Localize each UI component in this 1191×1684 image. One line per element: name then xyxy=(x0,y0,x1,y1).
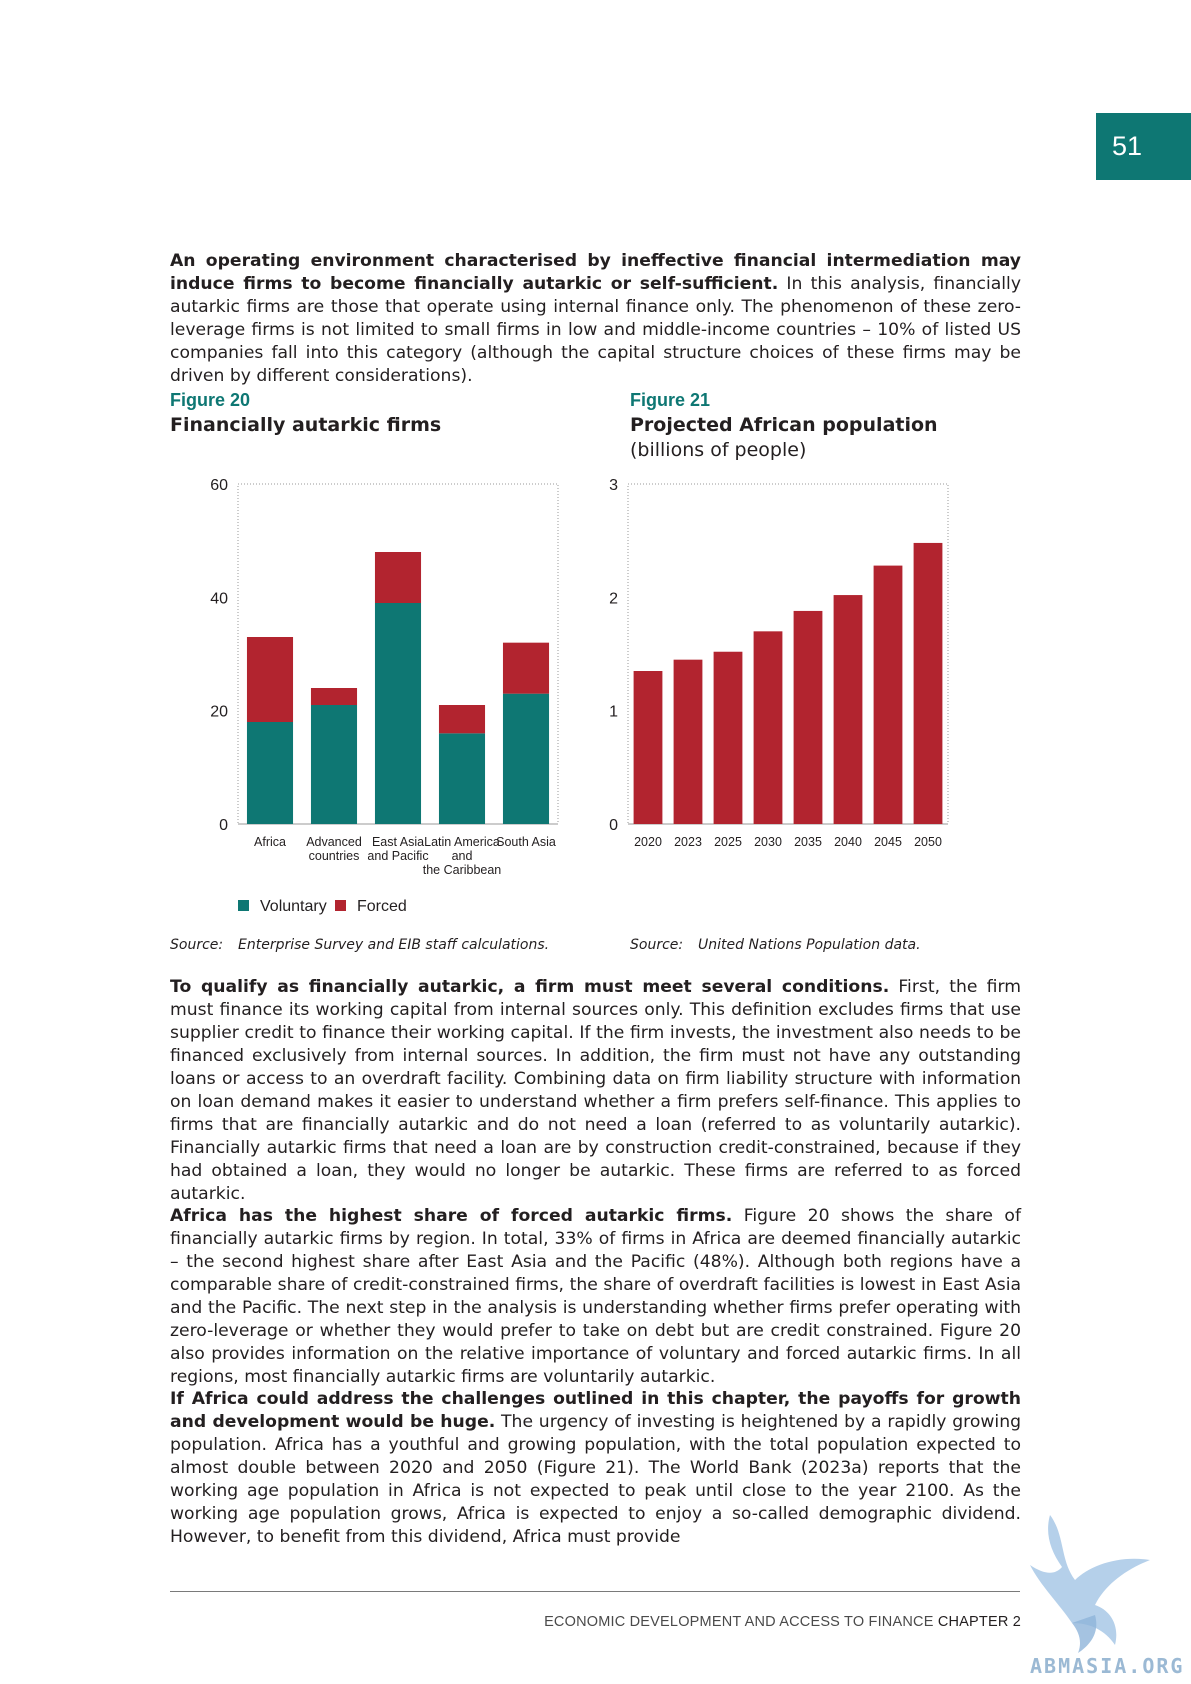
figure20-x-tick-label: Latin America xyxy=(424,835,500,849)
figure21-bar xyxy=(873,565,903,824)
figure20-y-tick-label: 40 xyxy=(210,590,228,607)
figure21-y-tick-label: 3 xyxy=(609,477,618,494)
para4-lead: If Africa could address the challenges o… xyxy=(170,1389,1021,1432)
figure21-bar xyxy=(753,631,783,824)
figure20-x-tick-label: South Asia xyxy=(496,835,556,849)
figure20-x-tick-label: Advanced xyxy=(306,835,362,849)
intro-paragraph: An operating environment characterised b… xyxy=(170,250,1021,388)
footer-section: ECONOMIC DEVELOPMENT AND ACCESS TO FINAN… xyxy=(544,1614,934,1630)
figure21-subtitle: (billions of people) xyxy=(630,439,807,461)
figure21-source: Source: United Nations Population data. xyxy=(630,937,921,953)
figure20-source-text: Enterprise Survey and EIB staff calculat… xyxy=(238,937,550,953)
figure21-bar xyxy=(793,610,823,824)
figure21-bar xyxy=(913,542,943,824)
figure20-bar-voluntary xyxy=(438,733,486,824)
figure20-bar-forced xyxy=(438,705,486,734)
figure21-bar xyxy=(633,671,663,824)
bird-logo-icon xyxy=(1030,1515,1150,1653)
figure20-x-tick-label: Africa xyxy=(254,835,286,849)
figure20-x-tick-label: East Asia xyxy=(372,835,424,849)
figure21-x-tick-label: 2020 xyxy=(634,835,662,849)
paragraph-payoffs: If Africa could address the challenges o… xyxy=(170,1388,1021,1549)
figure20-x-tick-label: the Caribbean xyxy=(423,863,502,877)
figure20-y-tick-label: 20 xyxy=(210,704,228,721)
figure21-bar xyxy=(713,651,743,824)
figure21-x-tick-label: 2025 xyxy=(714,835,742,849)
figure21-number: Figure 21 xyxy=(630,390,711,410)
figure21-x-tick-label: 2023 xyxy=(674,835,702,849)
figure20-legend-swatch xyxy=(335,900,346,911)
figure20-bar-forced xyxy=(310,688,358,705)
figure21-x-tick-label: 2040 xyxy=(834,835,862,849)
page-number-tab: 51 xyxy=(1096,113,1191,180)
figure20-source-label: Source: xyxy=(170,937,224,953)
para3-lead: Africa has the highest share of forced a… xyxy=(170,1206,733,1226)
figure21-source-text: United Nations Population data. xyxy=(698,937,921,953)
figure21-x-tick-label: 2045 xyxy=(874,835,902,849)
figure20-bar-voluntary xyxy=(310,705,358,824)
para2-lead: To qualify as financially autarkic, a fi… xyxy=(170,977,890,997)
figure21-x-tick-label: 2030 xyxy=(754,835,782,849)
figure21-chart: 0 1 2 3 2020 2023 2025 2030 2035 2040 2045 2050 xyxy=(609,477,949,849)
intro-body: In this analysis, financially autarkic f… xyxy=(170,274,1021,386)
intro-lead: An operating environment characterised b… xyxy=(170,251,1021,294)
page-number: 51 xyxy=(1112,131,1143,161)
figure20-bar-voluntary xyxy=(246,722,294,824)
figure20-y-tick-label: 0 xyxy=(219,817,228,834)
figure21-x-tick-label: 2035 xyxy=(794,835,822,849)
paragraph-africa-share: Africa has the highest share of forced a… xyxy=(170,1205,1021,1389)
figure20-legend-label: Forced xyxy=(357,898,407,915)
figure21-y-tick-label: 2 xyxy=(609,590,618,607)
figure20-legend-label: Voluntary xyxy=(260,898,327,915)
figure20-bar-forced xyxy=(246,637,294,722)
paragraph-forced-conditions: To qualify as financially autarkic, a fi… xyxy=(170,976,1021,1206)
footer-divider xyxy=(170,1591,1020,1592)
para3-body: Figure 20 shows the share of financially… xyxy=(170,1206,1021,1387)
figure20-bar-forced xyxy=(502,642,550,694)
figure21-y-tick-label: 1 xyxy=(609,704,618,721)
para2-body: First, the firm must finance its working… xyxy=(170,977,1021,1204)
figure20-bar-forced xyxy=(374,552,422,603)
para4-body: The urgency of investing is heightened b… xyxy=(170,1412,1022,1547)
watermark-text: ABMASIA.ORG xyxy=(1030,1654,1185,1678)
figure21-bar xyxy=(833,595,863,824)
figure21-bar xyxy=(673,659,703,824)
figure21-title: Projected African population xyxy=(630,414,938,436)
footer-chapter: CHAPTER 2 xyxy=(937,1614,1021,1630)
figure20-legend-swatch xyxy=(238,900,249,911)
figure20-number: Figure 20 xyxy=(170,390,251,410)
figure21-source-label: Source: xyxy=(630,937,684,953)
figure20-x-tick-label: and Pacific xyxy=(367,849,428,863)
figure20-title: Financially autarkic firms xyxy=(170,414,442,436)
figure20-source: Source: Enterprise Survey and EIB staff c… xyxy=(170,937,549,953)
figure20-x-tick-label: and xyxy=(452,849,473,863)
figure20-y-tick-label: 60 xyxy=(210,477,228,494)
figure20-bar-voluntary xyxy=(374,603,422,824)
figure20-bar-voluntary xyxy=(502,693,550,824)
figure20-x-tick-label: countries xyxy=(309,849,360,863)
footer-running-head: ECONOMIC DEVELOPMENT AND ACCESS TO FINAN… xyxy=(544,1614,1021,1630)
figure21-x-tick-label: 2050 xyxy=(914,835,942,849)
figure21-y-tick-label: 0 xyxy=(609,817,618,834)
